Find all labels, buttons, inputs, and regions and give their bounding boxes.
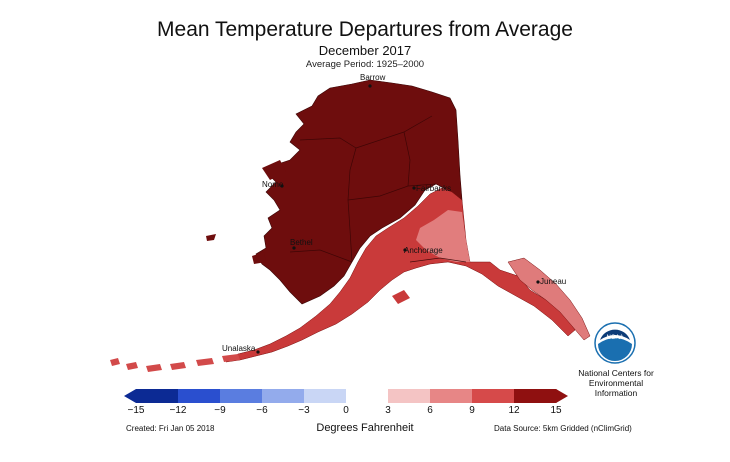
city-dot bbox=[280, 184, 284, 188]
created-date: Created: Fri Jan 05 2018 bbox=[126, 424, 215, 433]
map-title: Mean Temperature Departures from Average bbox=[157, 18, 573, 41]
coastal-mild-band bbox=[416, 210, 470, 262]
city-label: Bethel bbox=[290, 238, 313, 247]
noaa-logo-text: NOAA bbox=[606, 335, 623, 341]
city-dot bbox=[292, 246, 296, 250]
legend-cap-high bbox=[556, 389, 568, 403]
legend-swatch bbox=[430, 389, 473, 403]
nunivak-island bbox=[252, 252, 266, 264]
legend-colorbar bbox=[124, 389, 568, 403]
legend-swatch bbox=[388, 389, 431, 403]
legend-swatch bbox=[304, 389, 347, 403]
alaska-mainland-warm-region bbox=[255, 79, 463, 305]
city-dot bbox=[256, 350, 260, 354]
agency-line: Information bbox=[594, 388, 638, 398]
aleutian-islands bbox=[110, 354, 240, 372]
legend-swatch bbox=[514, 389, 557, 403]
city-label: Barrow bbox=[360, 73, 386, 82]
legend-cap-low bbox=[124, 389, 136, 403]
agency-line: Environmental bbox=[588, 378, 644, 388]
legend-swatch bbox=[262, 389, 305, 403]
city-markers: Barrow Nome Fairbanks Bethel Anchorage J… bbox=[222, 73, 566, 354]
legend-tick-label: −6 bbox=[256, 405, 268, 416]
legend-tick-label: 9 bbox=[469, 405, 475, 416]
legend-swatches bbox=[136, 389, 557, 403]
legend-tick-label: 6 bbox=[427, 405, 433, 416]
city-label: Nome bbox=[262, 180, 284, 189]
legend-swatch bbox=[136, 389, 179, 403]
seward-peninsula bbox=[262, 160, 286, 180]
legend-tick-label: −9 bbox=[214, 405, 226, 416]
city-label: Juneau bbox=[540, 277, 566, 286]
city-dot bbox=[536, 280, 540, 284]
agency-line: National Centers for bbox=[578, 368, 654, 378]
st-lawrence-island bbox=[206, 234, 216, 241]
legend-units: Degrees Fahrenheit bbox=[316, 422, 414, 434]
city-label: Anchorage bbox=[404, 246, 443, 255]
legend-tick-label: 12 bbox=[508, 405, 520, 416]
climate-division-lines bbox=[289, 115, 467, 263]
legend-tick-label: 15 bbox=[550, 405, 562, 416]
map-subtitle: December 2017 bbox=[318, 43, 412, 58]
legend-swatch bbox=[178, 389, 221, 403]
city-dot bbox=[403, 248, 407, 252]
average-period: Average Period: 1925–2000 bbox=[305, 59, 425, 70]
panhandle-region bbox=[507, 257, 591, 341]
legend-tick-label: 0 bbox=[343, 405, 349, 416]
legend-tick-label: −15 bbox=[127, 405, 145, 416]
legend-tick-label: −12 bbox=[169, 405, 187, 416]
legend-swatch bbox=[220, 389, 263, 403]
legend-ticks: −15 −12 −9 −6 −3 0 3 6 9 12 15 bbox=[0, 405, 730, 419]
legend-tick-label: 3 bbox=[385, 405, 391, 416]
city-dot bbox=[412, 186, 416, 190]
kodiak-island bbox=[392, 290, 410, 304]
data-source: Data Source: 5km Gridded (nClimGrid) bbox=[494, 424, 632, 433]
agency-name: National Centers for Environmental Infor… bbox=[570, 368, 662, 398]
legend-tick-label: −3 bbox=[298, 405, 310, 416]
city-label: Unalaska bbox=[222, 344, 256, 353]
city-label: Fairbanks bbox=[416, 184, 451, 193]
noaa-logo-icon: NOAA bbox=[594, 322, 636, 364]
city-dot bbox=[368, 84, 372, 88]
legend-swatch bbox=[472, 389, 515, 403]
legend-swatch bbox=[346, 389, 389, 403]
